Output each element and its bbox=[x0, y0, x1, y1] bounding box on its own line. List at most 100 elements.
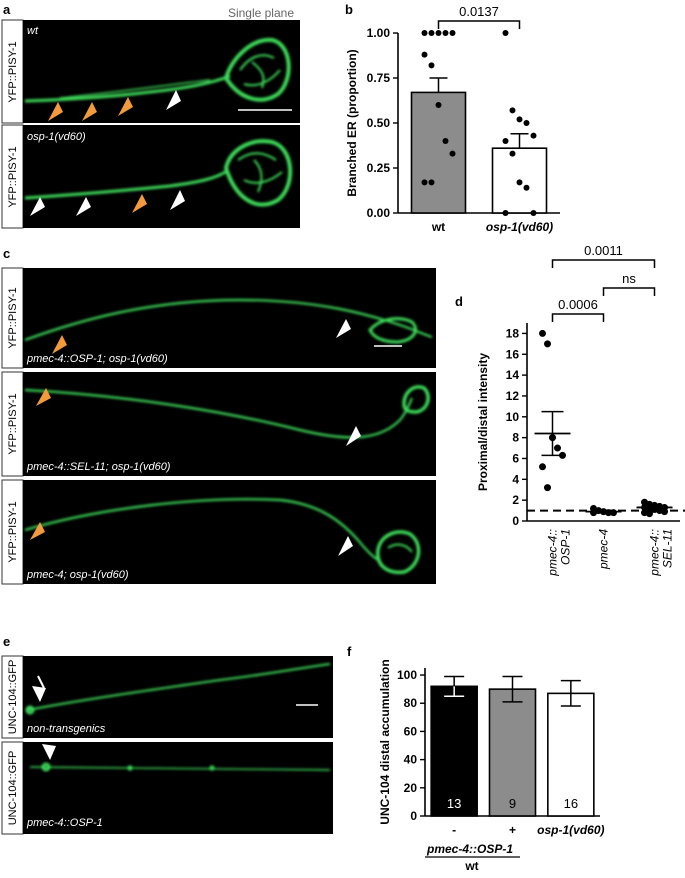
chart-b-ytick-label: 1.00 bbox=[367, 26, 391, 40]
chart-b-xlabel-0: wt bbox=[431, 220, 445, 234]
chart-b-ytick-label: 0.75 bbox=[367, 71, 391, 85]
chart-b-point bbox=[442, 138, 449, 144]
chart-b-point bbox=[421, 30, 428, 36]
arrow-white-5 bbox=[336, 319, 351, 338]
chart-b-point bbox=[421, 51, 428, 58]
arrow-white-1 bbox=[166, 90, 181, 110]
panel-e-genotype-2: pmec-4::OSP-1 bbox=[26, 817, 103, 829]
chart-f-bar-0 bbox=[430, 685, 478, 817]
chart-d-ytick-label: 14 bbox=[506, 368, 520, 382]
arrow-white-9 bbox=[42, 744, 56, 760]
panel-e-image-1: UNC-104::GFP non-transgenics bbox=[1, 655, 333, 739]
chart-b-point bbox=[509, 107, 516, 114]
chart-f-group-label-1: pmec-4::OSP-1 bbox=[426, 842, 513, 856]
chart-d-point bbox=[646, 510, 653, 518]
chart-d-ylabel: Proximal/distal intensity bbox=[476, 353, 490, 491]
panel-c-image-1: YFP::PISY-1 pmec-4::OSP-1; osp-1(vd60) bbox=[1, 267, 436, 369]
chart-d-xlabel-0: pmec-4::OSP-1 bbox=[546, 529, 573, 577]
chart-f-ytick-label: 40 bbox=[404, 753, 418, 767]
chart-d-sig-label-2: ns bbox=[622, 271, 636, 286]
arrow-white-7 bbox=[338, 536, 353, 556]
chart-d-ytick-label: 10 bbox=[506, 410, 520, 424]
chart-b-point bbox=[442, 30, 449, 36]
chart-d-sig-label-1: 0.0006 bbox=[558, 297, 598, 312]
chart-f-n-label-0: 13 bbox=[447, 796, 461, 811]
arrow-white-4 bbox=[170, 190, 185, 210]
panel-letter-a: a bbox=[3, 2, 11, 17]
arrow-white-6 bbox=[346, 426, 361, 446]
chart-f: 0 20 40 60 80 100 UNC-104 distal accumulation -… bbox=[378, 659, 605, 873]
arrow-white-2 bbox=[30, 197, 45, 216]
chart-d-ytick-label: 18 bbox=[506, 326, 520, 340]
chart-b-point bbox=[428, 30, 435, 36]
panel-c-genotype-2: pmec-4::SEL-11; osp-1(vd60) bbox=[26, 461, 171, 473]
panel-letter-b: b bbox=[345, 2, 353, 17]
chart-b: 0.00 0.25 0.50 0.75 1.00 Branched ER (proport… bbox=[345, 4, 560, 234]
chart-d-point bbox=[539, 463, 546, 471]
panel-a-header: Single plane bbox=[228, 6, 294, 20]
chart-f-ytick-label: 0 bbox=[410, 809, 417, 823]
chart-f-xlabel-2: osp-1(vd60) bbox=[537, 823, 604, 837]
chart-b-ylabel: Branched ER (proportion) bbox=[345, 49, 359, 196]
chart-b-point bbox=[530, 132, 537, 139]
chart-d-ytick-label: 0 bbox=[512, 514, 519, 528]
arrow-white-3 bbox=[76, 197, 91, 216]
arrow-white-8 bbox=[32, 686, 46, 702]
arrow-orange-7 bbox=[30, 522, 45, 540]
chart-d-point bbox=[559, 451, 566, 459]
panel-letter-d: d bbox=[455, 294, 463, 309]
chart-b-ytick-label: 0.00 bbox=[367, 206, 391, 220]
chart-f-ytick-label: 80 bbox=[404, 696, 418, 710]
chart-b-point bbox=[449, 30, 456, 36]
panel-letter-e: e bbox=[3, 634, 10, 649]
chart-f-xlabel-0: - bbox=[452, 823, 456, 837]
arrow-orange-2 bbox=[82, 102, 97, 121]
chart-f-ytick-label: 100 bbox=[397, 668, 417, 682]
panel-c-image-3: YFP::PISY-1 pmec-4; osp-1(vd60) bbox=[1, 479, 436, 585]
panel-a-image-osp1: YFP::PISY-1 osp-1(vd60) bbox=[1, 124, 300, 229]
chart-d-xlabel-line: pmec-4 bbox=[597, 529, 611, 570]
chart-b-point bbox=[523, 184, 530, 191]
chart-d-xlabel-1: pmec-4 bbox=[597, 529, 611, 570]
chart-b-point bbox=[502, 30, 509, 36]
chart-d-sig-bracket-2 bbox=[602, 287, 656, 296]
chart-d-xlabel-line: OSP-1 bbox=[559, 529, 573, 565]
chart-d-xlabel-line: pmec-4:: bbox=[648, 529, 662, 577]
chart-d-point bbox=[661, 508, 668, 516]
chart-d-ytick-label: 6 bbox=[512, 451, 519, 465]
chart-d-point bbox=[554, 444, 561, 452]
chart-d-ytick-label: 2 bbox=[512, 493, 519, 507]
arrow-orange-4 bbox=[132, 194, 147, 213]
panel-c-side-label-1: YFP::PISY-1 bbox=[7, 287, 19, 348]
arrow-orange-5 bbox=[52, 335, 67, 354]
chart-b-point bbox=[435, 102, 442, 108]
panel-letter-f: f bbox=[347, 644, 352, 659]
arrow-orange-6 bbox=[36, 388, 51, 406]
chart-b-point bbox=[502, 210, 509, 216]
panel-c-side-label-3: YFP::PISY-1 bbox=[7, 501, 19, 562]
chart-d-point bbox=[544, 484, 551, 492]
chart-d: 0 2 4 6 8 10 12 14 16 18 Proximal/distal intensity… bbox=[476, 243, 685, 577]
chart-b-sig-bracket-0 bbox=[437, 20, 521, 29]
chart-d-ytick-label: 8 bbox=[512, 431, 519, 445]
chart-f-ylabel: UNC-104 distal accumulation bbox=[378, 659, 392, 824]
chart-b-point bbox=[502, 138, 509, 144]
panel-c-image-2: YFP::PISY-1 pmec-4::SEL-11; osp-1(vd60) bbox=[1, 371, 436, 477]
chart-b-point bbox=[516, 179, 523, 186]
chart-d-xlabel-line: pmec-4:: bbox=[546, 529, 560, 577]
chart-f-n-label-2: 16 bbox=[564, 796, 578, 811]
chart-f-ytick-label: 20 bbox=[404, 781, 418, 795]
chart-b-point bbox=[421, 179, 428, 186]
panel-a-image-wt: YFP::PISY-1 wt bbox=[1, 19, 300, 124]
chart-f-ytick-label: 60 bbox=[404, 724, 418, 738]
chart-b-bar-0 bbox=[410, 91, 467, 214]
chart-b-xlabel-1: osp-1(vd60) bbox=[486, 220, 553, 234]
chart-b-point bbox=[435, 30, 442, 36]
chart-d-xlabel-line: SEL-11 bbox=[661, 529, 675, 568]
panel-a-genotype-2: osp-1(vd60) bbox=[27, 131, 86, 143]
arrow-orange-1 bbox=[48, 102, 63, 121]
chart-d-sig-bracket-1 bbox=[551, 313, 605, 322]
chart-b-point bbox=[523, 120, 530, 126]
chart-d-point bbox=[549, 434, 556, 442]
